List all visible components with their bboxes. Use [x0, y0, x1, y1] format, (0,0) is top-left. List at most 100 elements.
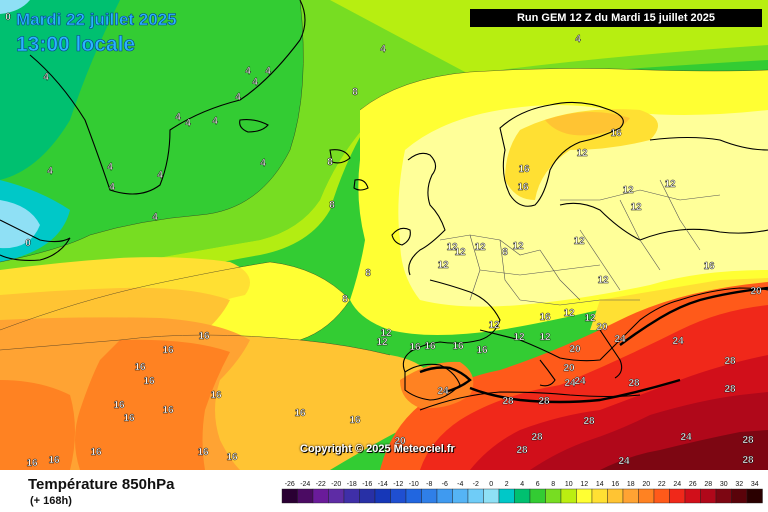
- legend-color-swatch: [731, 488, 748, 504]
- legend-tick-label: 18: [627, 481, 635, 488]
- isotherm-label: 16: [409, 342, 421, 353]
- legend-color-swatch: [622, 488, 639, 504]
- isotherm-label: 24: [672, 336, 684, 347]
- legend-tick-label: -18: [347, 481, 357, 488]
- color-fields: [0, 0, 768, 470]
- isotherm-label: 28: [583, 416, 595, 427]
- legend-color-swatch: [390, 488, 407, 504]
- isotherm-label: 4: [212, 116, 218, 127]
- isotherm-label: 12: [597, 275, 609, 286]
- isotherm-label: 28: [531, 432, 543, 443]
- legend-tick-label: 26: [689, 481, 697, 488]
- legend-color-swatch: [343, 488, 360, 504]
- isotherm-label: 4: [47, 166, 53, 177]
- legend-tick-label: -10: [409, 481, 419, 488]
- legend-tick-label: 2: [505, 481, 509, 488]
- isotherm-label: 4: [260, 158, 266, 169]
- legend-color-swatch: [576, 488, 593, 504]
- legend-color-swatch: [715, 488, 732, 504]
- isotherm-label: 12: [437, 260, 449, 271]
- legend-tick-label: 16: [611, 481, 619, 488]
- isotherm-label: 16: [517, 182, 529, 193]
- legend-color-swatch: [514, 488, 531, 504]
- borders: [439, 179, 721, 306]
- isotherm-label: 28: [724, 384, 736, 395]
- legend-tick-label: 4: [520, 481, 524, 488]
- isotherm-label: 20: [750, 286, 762, 297]
- legend-tick-label: 6: [536, 481, 540, 488]
- isotherm-label: 16: [197, 447, 209, 458]
- legend-tick-label: 20: [642, 481, 650, 488]
- legend-tick-label: -2: [473, 481, 479, 488]
- isotherm-label: 24: [574, 376, 586, 387]
- legend-color-swatch: [421, 488, 438, 504]
- isotherm-label: 8: [502, 247, 508, 258]
- isotherm-label: 12: [474, 242, 486, 253]
- isotherm-label: 24: [564, 378, 576, 389]
- forecast-date: Mardi 22 juillet 2025: [16, 10, 177, 30]
- isotherm-label: 16: [703, 261, 715, 272]
- isotherm-label: 16: [90, 447, 102, 458]
- isotherm-label: 4: [109, 182, 115, 193]
- isotherm-label: 28: [742, 435, 754, 446]
- isotherm-label: 4: [235, 92, 241, 103]
- isotherm-label: 12: [446, 242, 458, 253]
- legend-tick-label: 22: [658, 481, 666, 488]
- isotherm-label: 4: [107, 162, 113, 173]
- legend-color-swatch: [607, 488, 624, 504]
- legend-tick-label: 34: [751, 481, 759, 488]
- isotherm-label: 28: [742, 455, 754, 466]
- legend-tick-label: -20: [331, 481, 341, 488]
- isotherm-label: 16: [518, 164, 530, 175]
- isotherm-label: 16: [162, 345, 174, 356]
- isotherm-label: 12: [513, 332, 525, 343]
- isotherm-label: 12: [563, 308, 575, 319]
- isotherm-label: 12: [664, 179, 676, 190]
- legend-color-swatch: [328, 488, 345, 504]
- isotherm-label: 16: [48, 455, 60, 466]
- legend-color-swatch: [498, 488, 515, 504]
- legend-color-swatch: [452, 488, 469, 504]
- legend-color-swatch: [281, 488, 298, 504]
- legend-tick-label: 32: [735, 481, 743, 488]
- isotherm-label: 20: [596, 322, 608, 333]
- isotherm-label: 20: [394, 436, 406, 447]
- legend-tick-label: -22: [316, 481, 326, 488]
- isotherm-label: 28: [538, 396, 550, 407]
- isotherm-label: 24: [614, 334, 626, 345]
- isotherm-label: 16: [123, 413, 135, 424]
- isotherm-label: 16: [294, 408, 306, 419]
- isotherm-label: 0: [25, 238, 31, 249]
- legend-color-swatch: [467, 488, 484, 504]
- legend-tick-label: -24: [300, 481, 310, 488]
- legend-color-swatch: [405, 488, 422, 504]
- legend-tick-label: 28: [704, 481, 712, 488]
- legend-tick-label: -16: [362, 481, 372, 488]
- isotherm-label: 0: [5, 12, 11, 23]
- isotherm-label: 16: [424, 341, 436, 352]
- isotherm-label: 24: [618, 456, 630, 467]
- isotherm-label: 12: [454, 247, 466, 258]
- legend-tick-label: 24: [673, 481, 681, 488]
- isotherm-label: 12: [539, 332, 551, 343]
- isotherm-label: 16: [610, 128, 622, 139]
- isotherm-label: 12: [512, 241, 524, 252]
- legend-tick-label: 0: [489, 481, 493, 488]
- isotherm-label: 12: [584, 313, 596, 324]
- isotherm-label: 4: [245, 66, 251, 77]
- legend-color-swatch: [483, 488, 500, 504]
- isotherm-label: 12: [622, 185, 634, 196]
- legend-tick-label: 8: [551, 481, 555, 488]
- isotherm-label: 16: [134, 362, 146, 373]
- forecast-lead-time: (+ 168h): [30, 495, 72, 507]
- isotherm-label: 4: [265, 66, 271, 77]
- isotherm-label: 4: [157, 170, 163, 181]
- isotherm-label: 16: [198, 331, 210, 342]
- map-footer: Température 850hPa (+ 168h) -26 -24 -22 -20…: [0, 470, 768, 512]
- isotherm-label: 12: [630, 202, 642, 213]
- legend-color-swatch: [669, 488, 686, 504]
- copyright-text: Copyright © 2025 Meteociel.fr: [300, 443, 455, 455]
- isotherm-label: 8: [365, 268, 371, 279]
